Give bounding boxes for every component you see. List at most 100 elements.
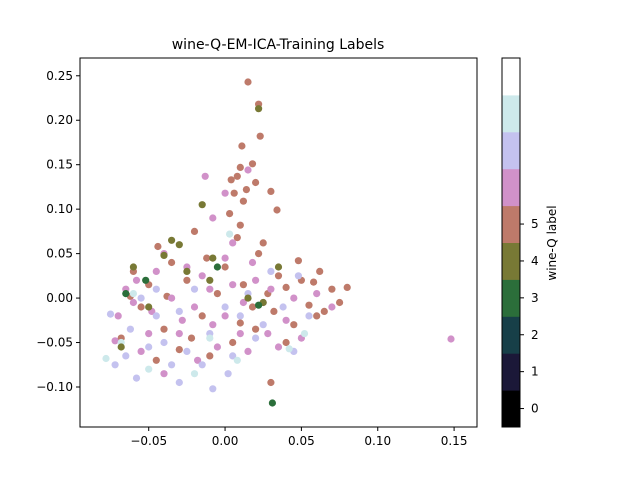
point-label-5-16 [190, 227, 199, 235]
point-label-5-7 [252, 178, 260, 187]
point-label-8-8 [226, 230, 234, 238]
chart-title: wine-Q-EM-ICA-Training Labels [172, 37, 385, 53]
point-label-7-19 [175, 307, 183, 315]
x-tick-label: 0.05 [288, 434, 315, 448]
point-label-6-32 [328, 303, 336, 311]
point-label-5-27 [198, 312, 206, 320]
point-label-6-30 [282, 316, 290, 324]
point-label-5-3 [238, 142, 246, 150]
point-label-6-26 [168, 294, 176, 302]
point-label-5-54 [203, 254, 211, 262]
point-label-5-56 [294, 257, 302, 265]
point-label-5-5 [236, 163, 244, 171]
point-label-6-43 [132, 276, 141, 284]
point-label-6-24 [160, 370, 168, 378]
point-label-6-38 [264, 330, 272, 338]
point-label-7-5 [126, 325, 134, 333]
colorbar-segment-1 [502, 353, 520, 391]
point-label-5-29 [239, 281, 247, 289]
point-label-4-13 [274, 263, 283, 271]
colorbar-tick-label: 5 [531, 217, 539, 231]
point-label-3-3 [122, 290, 130, 298]
point-label-6-9 [114, 312, 122, 320]
point-label-4-2 [168, 236, 176, 244]
colorbar-segment-7 [502, 131, 520, 170]
point-label-5-19 [154, 242, 162, 251]
point-label-5-48 [282, 283, 290, 291]
point-label-6-5 [229, 239, 237, 247]
point-label-6-31 [313, 290, 321, 298]
y-tick-label: −0.10 [36, 380, 73, 394]
y-tick-label: 0.10 [46, 202, 73, 216]
point-label-4-0 [255, 105, 263, 113]
point-label-6-0 [447, 335, 455, 343]
point-label-7-0 [106, 310, 115, 318]
point-label-7-3 [175, 378, 183, 387]
point-label-5-26 [187, 334, 196, 342]
point-label-5-6 [233, 172, 241, 180]
point-label-4-7 [209, 254, 217, 262]
y-tick-label: 0.15 [46, 158, 73, 172]
point-label-8-6 [233, 356, 241, 364]
point-label-5-55 [255, 250, 263, 258]
y-tick-label: 0.05 [46, 247, 73, 261]
point-label-7-4 [209, 385, 217, 393]
point-label-3-2 [213, 263, 221, 271]
point-label-7-26 [168, 361, 176, 369]
point-label-5-23 [137, 303, 145, 311]
point-label-5-14 [226, 210, 234, 218]
point-label-5-20 [168, 258, 176, 267]
point-label-6-18 [267, 285, 275, 293]
point-label-8-2 [285, 345, 293, 353]
point-label-5-9 [242, 186, 250, 194]
point-label-7-1 [111, 361, 119, 369]
point-label-6-21 [274, 343, 283, 351]
point-label-5-32 [316, 267, 324, 275]
point-label-7-22 [221, 303, 229, 311]
point-label-5-2 [256, 132, 264, 140]
point-label-5-50 [320, 307, 328, 315]
point-label-8-0 [102, 354, 110, 363]
x-tick-label: −0.05 [130, 434, 167, 448]
x-tick-label: 0.10 [364, 434, 391, 448]
point-label-6-39 [194, 356, 202, 364]
colorbar-tick-label: 4 [531, 254, 539, 268]
point-label-5-4 [248, 160, 257, 168]
point-label-5-59 [236, 319, 244, 327]
point-label-7-27 [224, 370, 232, 378]
point-label-4-8 [244, 294, 252, 302]
point-label-5-40 [229, 338, 237, 347]
point-label-5-33 [328, 285, 336, 293]
point-label-5-45 [213, 290, 221, 298]
point-label-6-2 [221, 189, 229, 197]
point-label-7-21 [190, 285, 199, 293]
y-tick-label: 0.25 [46, 69, 73, 83]
point-label-6-23 [213, 343, 221, 351]
point-label-4-9 [145, 303, 153, 311]
point-label-7-15 [294, 272, 302, 280]
point-label-5-34 [336, 298, 344, 307]
colorbar-tick-label: 0 [531, 402, 539, 416]
point-label-6-27 [198, 272, 206, 280]
point-label-4-6 [183, 267, 191, 275]
point-label-4-4 [160, 251, 168, 259]
point-label-6-3 [201, 172, 209, 180]
point-label-5-41 [206, 352, 214, 360]
point-label-5-36 [290, 321, 298, 329]
point-label-3-4 [255, 301, 263, 309]
point-label-7-24 [279, 303, 287, 311]
point-label-8-4 [145, 365, 153, 373]
point-label-5-11 [230, 189, 238, 197]
point-label-5-28 [221, 263, 229, 271]
point-label-5-0 [244, 78, 252, 86]
point-label-5-49 [305, 301, 313, 309]
point-label-5-38 [267, 378, 275, 387]
colorbar-segment-6 [502, 168, 520, 207]
colorbar-segment-9 [502, 58, 520, 96]
point-label-5-43 [152, 356, 160, 364]
point-label-5-57 [310, 278, 318, 286]
point-label-5-44 [183, 276, 191, 284]
point-label-5-42 [175, 346, 183, 354]
